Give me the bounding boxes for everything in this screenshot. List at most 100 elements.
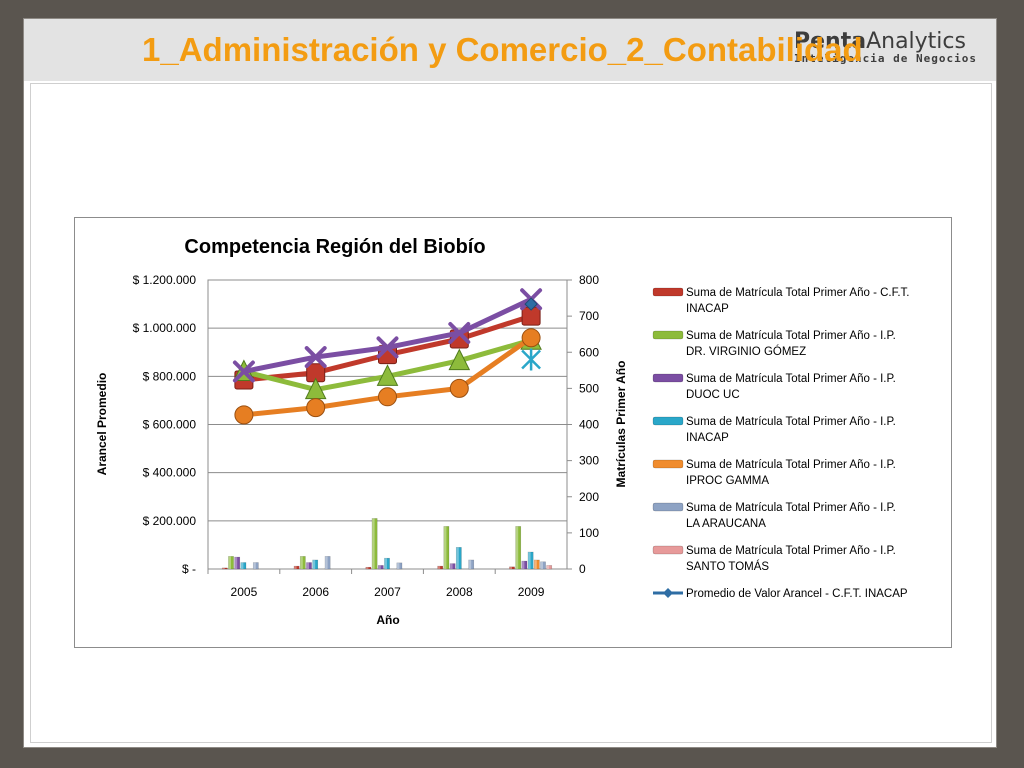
diamond-marker bbox=[524, 297, 538, 311]
bar-body bbox=[396, 562, 403, 570]
x-tick-label: 2008 bbox=[446, 585, 473, 599]
bar-body bbox=[306, 562, 312, 570]
bar-body bbox=[509, 566, 515, 570]
bar-body bbox=[546, 565, 553, 570]
bar-body bbox=[533, 559, 540, 570]
star-marker bbox=[521, 348, 541, 371]
y2-tick-label: 100 bbox=[579, 526, 599, 540]
triangle-marker bbox=[448, 348, 471, 371]
legend-item: Suma de Matrícula Total Primer Año - I.P… bbox=[652, 545, 896, 573]
logo-prefix: Penta bbox=[794, 29, 867, 54]
bar-body bbox=[312, 559, 319, 570]
y2-tick-label: 200 bbox=[579, 490, 599, 504]
legend-label-line2: DUOC UC bbox=[686, 389, 740, 401]
legend-label-line2: LA ARAUCANA bbox=[686, 518, 766, 530]
circle-marker bbox=[306, 398, 326, 418]
y2-axis-title: Matrículas Primer Año bbox=[614, 361, 628, 488]
bar-body bbox=[365, 566, 372, 570]
bar-body bbox=[540, 561, 546, 570]
bar-body bbox=[252, 562, 259, 570]
x-marker bbox=[376, 336, 399, 359]
y-tick-label: $ 400.000 bbox=[143, 466, 197, 480]
y-tick-label: $ 1.000.000 bbox=[133, 321, 197, 335]
bar-highlight bbox=[456, 547, 459, 569]
bar bbox=[221, 567, 228, 570]
bar-body bbox=[527, 551, 534, 570]
legend-item: Suma de Matrícula Total Primer Año - I.P… bbox=[652, 330, 896, 358]
x-tick-label: 2005 bbox=[231, 585, 258, 599]
bar-highlight bbox=[372, 518, 375, 569]
bar-body bbox=[324, 556, 331, 570]
combo-chart: Competencia Región del Biobío $ - $ 200.0… bbox=[95, 236, 909, 627]
legend-item: Suma de Matrícula Total Primer Año - I.P… bbox=[652, 373, 896, 401]
bar-highlight bbox=[468, 559, 472, 569]
bar-highlight bbox=[378, 565, 381, 569]
bar bbox=[521, 560, 528, 570]
legend-label: Suma de Matrícula Total Primer Año - I.P… bbox=[686, 373, 896, 385]
legend: Suma de Matrícula Total Primer Año - C.F… bbox=[652, 287, 909, 600]
bar-body bbox=[443, 526, 450, 570]
legend-label: Suma de Matrícula Total Primer Año - I.P… bbox=[686, 502, 896, 514]
logo-suffix: Analytics bbox=[866, 29, 966, 54]
bar-body bbox=[437, 565, 444, 570]
bar bbox=[384, 557, 390, 570]
bar-body bbox=[299, 556, 306, 570]
y2-tick-label: 800 bbox=[579, 273, 599, 287]
circle-marker bbox=[449, 378, 469, 398]
slide-header bbox=[24, 19, 996, 81]
bar-body bbox=[515, 526, 522, 570]
bar-highlight bbox=[509, 566, 512, 569]
bar-highlight bbox=[240, 562, 244, 569]
bar-highlight bbox=[365, 567, 369, 569]
legend-swatch bbox=[652, 502, 684, 512]
bar bbox=[396, 562, 403, 570]
legend-item: Suma de Matrícula Total Primer Año - I.P… bbox=[652, 502, 896, 530]
legend-item: Suma de Matrícula Total Primer Año - C.F… bbox=[652, 287, 909, 315]
bar bbox=[240, 562, 247, 570]
chart-container: Competencia Región del Biobío $ - $ 200.0… bbox=[74, 217, 952, 648]
legend-item: Suma de Matrícula Total Primer Año - I.P… bbox=[652, 416, 896, 444]
y-tick-label: $ 200.000 bbox=[143, 514, 197, 528]
bar-body bbox=[449, 563, 456, 570]
legend-label: Promedio de Valor Arancel - C.F.T. INACA… bbox=[686, 588, 908, 600]
bar-body bbox=[468, 559, 475, 570]
bar-body bbox=[234, 556, 241, 570]
bar-highlight bbox=[384, 558, 387, 569]
bar bbox=[509, 566, 515, 570]
line-series-group bbox=[232, 288, 543, 425]
bar-highlight bbox=[437, 566, 441, 569]
bar-body bbox=[455, 547, 462, 570]
legend-label: Suma de Matrícula Total Primer Año - I.P… bbox=[686, 545, 896, 557]
legend-marker bbox=[663, 588, 673, 598]
x-tick-label: 2006 bbox=[302, 585, 329, 599]
axes: $ - $ 200.000 $ 400.000 $ 600.000 $ 800.000 $… bbox=[133, 273, 600, 599]
bar bbox=[515, 526, 522, 570]
legend-label-line2: IPROC GAMMA bbox=[686, 475, 769, 487]
bar bbox=[377, 565, 384, 570]
bar bbox=[455, 547, 462, 570]
legend-swatch bbox=[652, 287, 684, 297]
bar bbox=[252, 562, 259, 570]
bar-body bbox=[221, 567, 228, 570]
bar-highlight bbox=[396, 562, 400, 569]
y-tick-label: $ 800.000 bbox=[143, 369, 197, 383]
bar bbox=[527, 551, 534, 570]
bar bbox=[234, 556, 241, 570]
chart-title: Competencia Región del Biobío bbox=[184, 236, 485, 258]
x-tick-label: 2007 bbox=[374, 585, 401, 599]
y2-tick-label: 500 bbox=[579, 381, 599, 395]
bar bbox=[533, 559, 540, 570]
legend-label-line2: SANTO TOMÁS bbox=[686, 560, 769, 573]
bar-highlight bbox=[443, 526, 447, 569]
bar bbox=[228, 556, 234, 570]
bar-highlight bbox=[306, 562, 309, 569]
bar bbox=[546, 565, 553, 570]
bar-series-group bbox=[221, 518, 553, 570]
x-marker bbox=[304, 346, 327, 369]
legend-label: Suma de Matrícula Total Primer Año - C.F… bbox=[686, 287, 909, 299]
bar-highlight bbox=[450, 563, 453, 569]
x-axis-title: Año bbox=[376, 613, 399, 627]
bar-body bbox=[521, 560, 528, 570]
bar-highlight bbox=[534, 559, 537, 569]
bar bbox=[365, 566, 372, 570]
